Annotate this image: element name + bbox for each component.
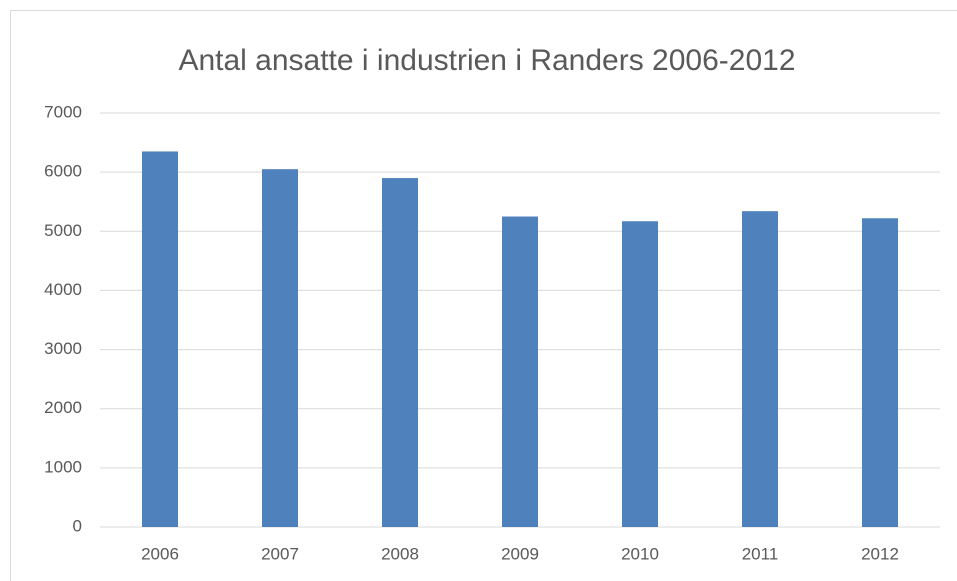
- bar: [622, 221, 658, 527]
- bar: [862, 218, 898, 527]
- y-tick-label: 0: [73, 516, 82, 535]
- x-tick-label: 2006: [141, 544, 179, 563]
- y-tick-label: 5000: [44, 221, 82, 240]
- y-tick-label: 1000: [44, 457, 82, 476]
- y-tick-label: 3000: [44, 339, 82, 358]
- y-tick-label: 6000: [44, 162, 82, 181]
- bar: [142, 151, 178, 527]
- chart-title: Antal ansatte i industrien i Randers 200…: [178, 44, 795, 77]
- bar: [502, 216, 538, 527]
- bar: [382, 178, 418, 528]
- x-tick-label: 2011: [742, 544, 779, 563]
- bar: [262, 169, 298, 527]
- x-tick-label: 2007: [261, 544, 299, 563]
- bar: [742, 211, 778, 528]
- x-tick-label: 2009: [501, 544, 539, 563]
- x-tick-label: 2012: [861, 544, 899, 563]
- y-tick-label: 2000: [44, 398, 82, 417]
- x-tick-label: 2008: [381, 544, 419, 563]
- y-tick-label: 7000: [44, 102, 82, 121]
- x-tick-label: 2010: [621, 544, 659, 563]
- y-tick-label: 4000: [44, 280, 82, 299]
